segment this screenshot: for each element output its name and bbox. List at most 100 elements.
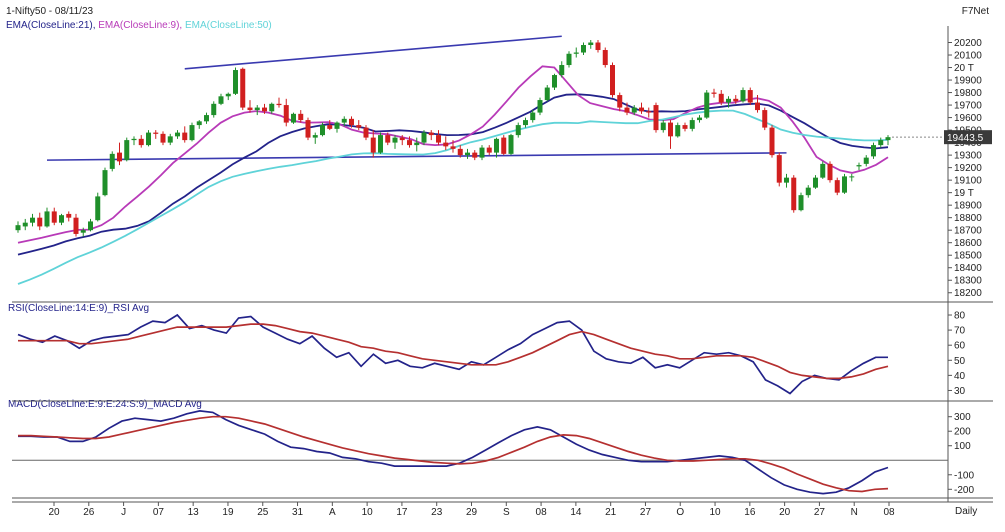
time-tick-label: S [503,507,510,518]
price-tick-label: 19600 [954,113,982,124]
candle-body [878,140,884,146]
price-tick-label: 20 T [954,63,974,74]
candle-body [573,52,579,54]
candle-body [363,127,369,138]
price-tick-label: 18700 [954,226,982,237]
price-tick-label: 19700 [954,101,982,112]
source-label: F7Net [961,6,989,17]
candle-body [457,148,463,156]
candle-body [356,125,362,128]
candle-body [153,132,159,134]
candle-body [805,187,811,196]
candle-body [733,98,739,102]
candle-body [399,137,405,141]
time-tick-label: 08 [536,507,548,518]
time-tick-label: 21 [605,507,617,518]
candle-body [378,135,383,153]
time-tick-label: 20 [779,507,791,518]
rsi-tick-label: 70 [954,326,966,337]
macd-tick-label: -200 [954,485,974,496]
time-tick-label: 19 [222,507,234,518]
candle-body [305,120,311,138]
candle-body [88,221,93,231]
price-tick-label: 19 T [954,188,974,199]
candle-body [849,176,855,178]
candle-body [885,137,891,141]
candle-body [718,93,724,103]
candle-body [653,105,659,131]
rsi-avg-line [18,323,889,380]
candle-body [856,165,862,167]
candle-body [595,42,601,51]
candle-body [392,137,398,143]
price-tick-label: 18200 [954,288,982,299]
price-tick-label: 19300 [954,151,982,162]
candle-body [196,121,202,126]
candle-body [726,98,731,103]
candle-body [660,122,666,131]
candle-body [610,65,615,96]
candle-body [66,213,72,218]
candle-body [871,145,876,157]
price-tick-label: 18600 [954,238,982,249]
last-price-tag-box [944,130,992,145]
candle-body [566,53,572,66]
candle-body [631,107,637,113]
candle-body [131,138,137,141]
candle-body [588,42,594,46]
candle-body [842,176,847,193]
price-tick-label: 18800 [954,213,982,224]
rsi-tick-label: 50 [954,356,966,367]
price-tick-label: 18400 [954,263,982,274]
candle-body [182,132,188,141]
macd-tick-label: 100 [954,441,971,452]
time-tick-label: 27 [814,507,826,518]
candle-body [80,230,86,233]
candle-body [30,217,35,223]
candle-body [59,215,64,223]
time-tick-label: 26 [83,507,95,518]
candle-body [755,102,760,111]
macd-tick-label: 200 [954,427,971,438]
time-tick-label: N [851,507,858,518]
candle-body [544,87,550,101]
candle-body [276,103,282,106]
price-tick-label: 19800 [954,88,982,99]
candle-body [124,140,130,161]
time-tick-label: 17 [396,507,408,518]
candle-body [697,117,702,121]
candle-body [486,147,492,153]
candle-body [675,125,681,137]
candle-body [160,133,166,143]
candle-body [740,90,746,102]
time-tick-label: 23 [431,507,443,518]
time-tick-label: 16 [744,507,756,518]
candle-body [624,107,630,113]
time-tick-label: 08 [883,507,895,518]
time-tick-label: 13 [188,507,200,518]
rsi-tick-label: 80 [954,311,966,322]
candle-body [769,127,775,156]
candle-body [450,146,456,149]
rsi-rsi-line [17,313,888,395]
time-tick-label: 20 [48,507,60,518]
candle-body [225,93,231,97]
candle-body [646,111,652,113]
rsi-tick-label: 60 [954,341,966,352]
candle-body [501,137,507,154]
candle-body [189,125,195,141]
candle-body [515,125,521,136]
candle-body [465,152,470,156]
macd-title-text: MACD(CloseLine:E:9:E:24:S:9)_MACD Avg [8,399,202,410]
candle-body [791,177,797,211]
ema9-legend: EMA(CloseLine:9), [98,20,183,31]
candle-body [341,118,347,123]
candle-body [240,68,246,108]
rsi-tick-label: 30 [954,386,966,397]
time-tick-label: 29 [466,507,478,518]
candle-body [530,112,536,121]
candle-body [523,120,528,126]
rsi-tick-label: 40 [954,371,966,382]
